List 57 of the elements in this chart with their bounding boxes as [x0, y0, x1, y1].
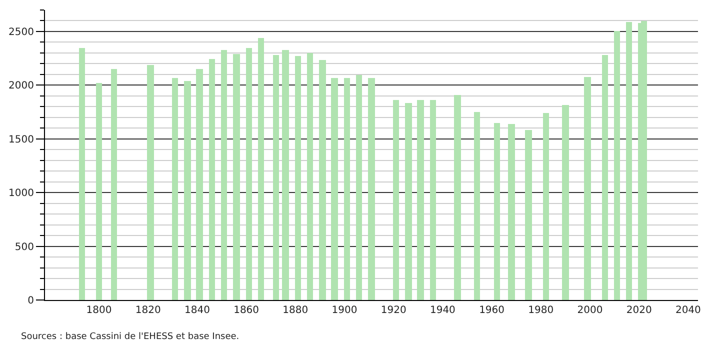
source-note: Sources : base Cassini de l'EHESS et base Insee. — [21, 332, 240, 340]
bar — [405, 103, 412, 300]
bar — [307, 53, 313, 300]
y-tick-label: 1500 — [8, 134, 34, 146]
y-tick-label: 0 — [28, 296, 34, 306]
x-tick-label: 1860 — [234, 305, 260, 316]
bar — [430, 100, 436, 300]
y-tick-label: 2000 — [8, 80, 34, 92]
bar — [221, 50, 227, 300]
bar — [282, 50, 289, 300]
x-tick-label: 1920 — [380, 305, 406, 316]
x-tick-label: 1940 — [430, 305, 456, 316]
bar — [344, 78, 350, 300]
x-tick-label: 1980 — [528, 305, 554, 316]
bar — [356, 75, 362, 300]
bar — [494, 123, 500, 300]
bar — [626, 22, 632, 300]
x-tick-label: 2040 — [675, 305, 701, 316]
bar — [96, 83, 102, 300]
x-tick-label: 1840 — [184, 305, 210, 316]
bar — [184, 81, 191, 300]
bar — [393, 100, 399, 300]
bar — [584, 77, 591, 300]
bar — [258, 38, 264, 300]
bar — [454, 95, 461, 300]
x-tick-label: 1960 — [479, 305, 505, 316]
bar — [79, 48, 85, 300]
bar — [273, 55, 279, 300]
bar — [233, 54, 240, 300]
x-tick-label: 2020 — [626, 305, 652, 316]
bar — [614, 31, 620, 300]
bar — [319, 60, 326, 300]
bar — [147, 65, 154, 300]
bar — [368, 78, 375, 300]
y-tick-label: 500 — [14, 242, 34, 253]
bar — [602, 55, 608, 300]
x-tick-label: 1900 — [332, 305, 358, 316]
bar — [508, 124, 515, 300]
bar — [331, 78, 338, 300]
x-tick-label: 1880 — [282, 305, 308, 316]
bar — [417, 100, 424, 300]
bar — [196, 69, 203, 300]
y-tick-label: 1000 — [8, 188, 34, 200]
x-tick-label: 1820 — [135, 305, 161, 316]
bar — [111, 69, 117, 300]
x-tick-label: 2000 — [577, 305, 603, 316]
bar — [246, 48, 252, 300]
bar — [525, 130, 532, 300]
y-tick-label: 2500 — [8, 26, 34, 38]
bar — [209, 59, 215, 300]
bar — [641, 21, 647, 300]
bar — [562, 105, 569, 300]
bar — [543, 113, 549, 300]
bar — [172, 78, 178, 300]
bar — [295, 56, 301, 300]
bar — [474, 112, 480, 300]
x-tick-label: 1800 — [86, 305, 112, 316]
